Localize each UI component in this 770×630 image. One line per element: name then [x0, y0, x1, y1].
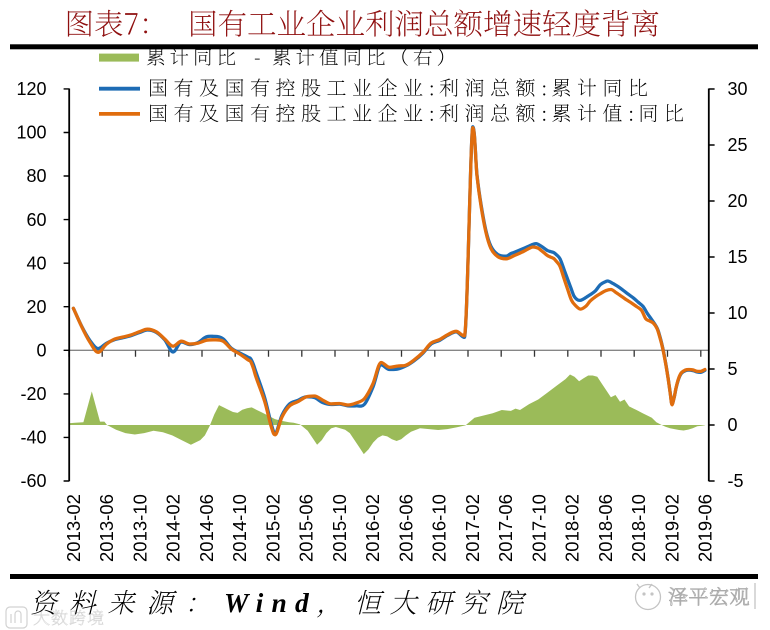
svg-text:30: 30 [728, 79, 748, 99]
svg-text:60: 60 [26, 210, 46, 230]
svg-text:0: 0 [728, 415, 738, 435]
svg-text:Wind: Wind [224, 587, 317, 618]
svg-text:2014-06: 2014-06 [196, 494, 217, 562]
svg-text:2013-10: 2013-10 [129, 494, 150, 562]
svg-text:-40: -40 [20, 428, 46, 448]
svg-text:2017-06: 2017-06 [495, 494, 516, 562]
svg-text:25: 25 [728, 135, 748, 155]
svg-text:100: 100 [16, 123, 46, 143]
svg-text:-60: -60 [20, 471, 46, 491]
svg-text:20: 20 [728, 191, 748, 211]
svg-text:2017-02: 2017-02 [462, 494, 483, 562]
svg-text:20: 20 [26, 297, 46, 317]
svg-text:2018-02: 2018-02 [562, 494, 583, 562]
svg-text:80: 80 [26, 166, 46, 186]
svg-text:10: 10 [728, 303, 748, 323]
svg-text:2017-10: 2017-10 [528, 494, 549, 562]
svg-text:0: 0 [36, 341, 46, 361]
svg-text:2014-02: 2014-02 [163, 494, 184, 562]
svg-text:2013-02: 2013-02 [63, 494, 84, 562]
svg-text:-20: -20 [20, 384, 46, 404]
svg-text:-5: -5 [728, 471, 744, 491]
svg-text:2016-02: 2016-02 [362, 494, 383, 562]
svg-text:2015-10: 2015-10 [329, 494, 350, 562]
svg-text:15: 15 [728, 247, 748, 267]
svg-text:2019-06: 2019-06 [695, 494, 716, 562]
svg-text:2016-10: 2016-10 [429, 494, 450, 562]
svg-text:2015-06: 2015-06 [296, 494, 317, 562]
svg-text:2016-06: 2016-06 [395, 494, 416, 562]
svg-text:2014-10: 2014-10 [229, 494, 250, 562]
svg-text:2015-02: 2015-02 [262, 494, 283, 562]
svg-text:2018-10: 2018-10 [628, 494, 649, 562]
svg-text:2013-06: 2013-06 [96, 494, 117, 562]
svg-text:120: 120 [16, 79, 46, 99]
svg-text:5: 5 [728, 359, 738, 379]
svg-text:2019-02: 2019-02 [661, 494, 682, 562]
svg-text:40: 40 [26, 253, 46, 273]
svg-text:2018-06: 2018-06 [595, 494, 616, 562]
